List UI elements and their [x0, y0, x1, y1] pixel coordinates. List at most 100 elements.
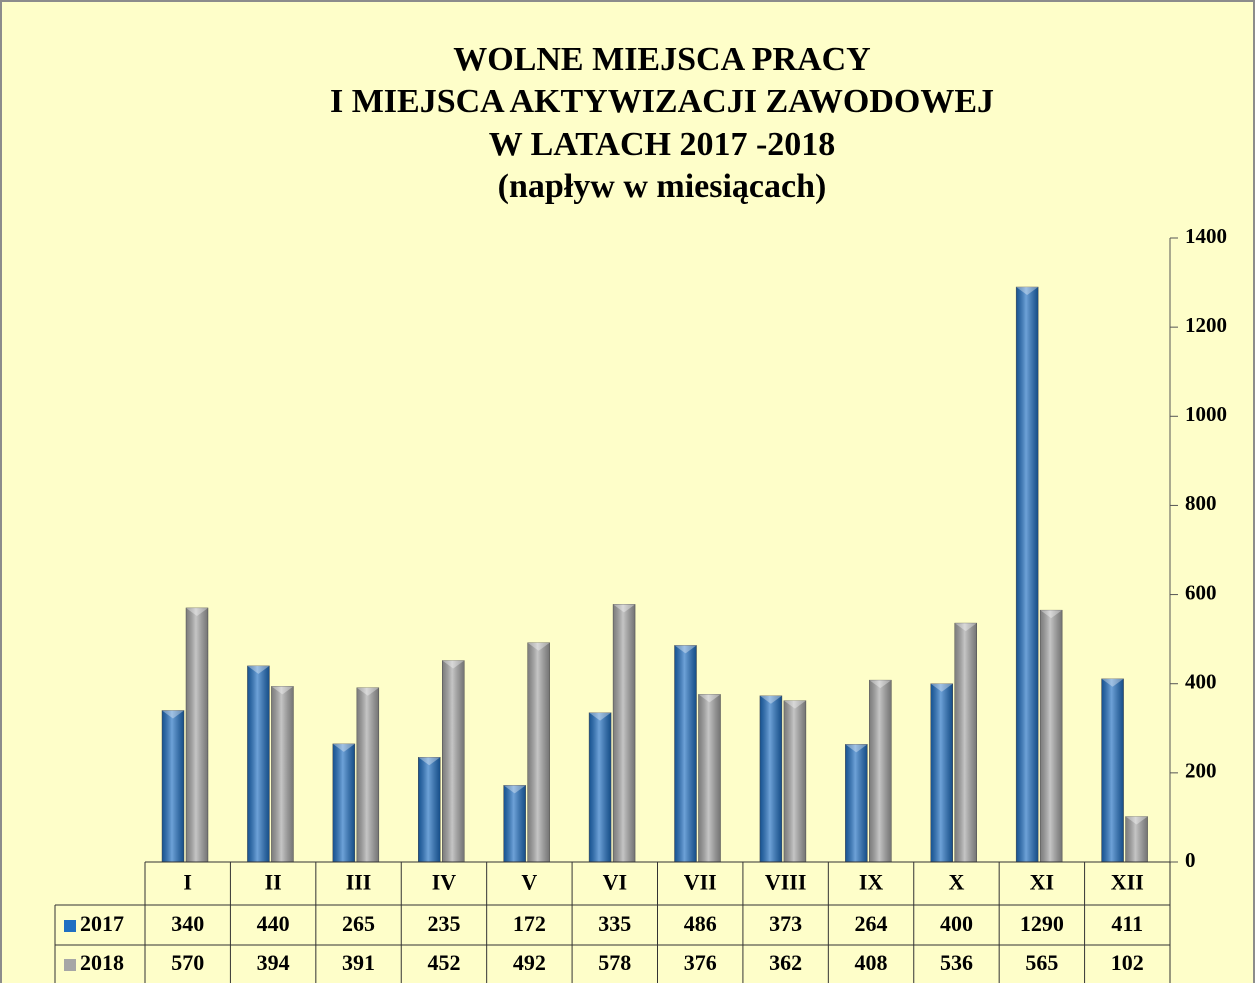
table-value: 440	[257, 911, 290, 936]
x-tick-label: V	[521, 870, 537, 895]
x-tick-label: VI	[603, 870, 627, 895]
legend-key	[64, 920, 76, 932]
bar-shine	[356, 687, 379, 862]
bar-cap	[869, 680, 892, 689]
x-tick-label: XII	[1111, 870, 1144, 895]
table-value: 400	[940, 911, 973, 936]
x-tick-label: III	[346, 870, 372, 895]
bar-shine	[418, 757, 441, 862]
y-tick-label: 400	[1185, 670, 1217, 694]
table-value: 492	[513, 950, 546, 975]
bar-cap	[332, 743, 355, 752]
bar-shine	[162, 710, 184, 862]
bar-cap	[418, 757, 441, 766]
table-value: 235	[427, 911, 460, 936]
x-tick-label: IX	[859, 870, 884, 895]
bar-shine	[442, 660, 465, 862]
y-tick-label: 1000	[1185, 402, 1227, 426]
bar-cap	[674, 645, 697, 654]
bar-cap	[162, 710, 184, 719]
bar-cap	[271, 686, 294, 695]
x-tick-label: VII	[684, 870, 717, 895]
bar-cap	[186, 607, 208, 616]
table-value: 565	[1025, 950, 1058, 975]
chart-title: W LATACH 2017 -2018	[489, 126, 836, 163]
bar-shine	[783, 700, 806, 862]
table-value: 411	[1111, 911, 1143, 936]
bar-cap	[783, 700, 806, 709]
table-value: 408	[855, 950, 888, 975]
legend-label: 2018	[80, 950, 124, 975]
bar-shine	[759, 695, 782, 862]
y-tick-label: 600	[1185, 580, 1217, 604]
table-value: 536	[940, 950, 973, 975]
bar-cap	[1040, 610, 1063, 619]
y-tick-label: 800	[1185, 491, 1217, 515]
bar-shine	[1040, 610, 1063, 862]
y-tick-label: 1200	[1185, 313, 1227, 337]
bar-cap	[247, 665, 270, 674]
x-tick-label: VIII	[765, 870, 807, 895]
bar-shine	[247, 665, 270, 862]
table-value: 578	[598, 950, 631, 975]
table-value: 265	[342, 911, 375, 936]
bar-shine	[332, 743, 355, 862]
bar-shine	[1125, 816, 1148, 862]
bar-shine	[589, 712, 612, 862]
table-value: 452	[427, 950, 460, 975]
bar-cap	[930, 683, 953, 692]
bar-shine	[930, 683, 953, 862]
table-value: 1290	[1020, 911, 1064, 936]
chart-subtitle: (napływ w miesiącach)	[498, 168, 827, 205]
bar-shine	[954, 623, 977, 862]
table-value: 340	[171, 911, 204, 936]
chart-title: I MIEJSCA AKTYWIZACJI ZAWODOWEJ	[330, 83, 994, 120]
x-tick-label: XI	[1030, 870, 1054, 895]
bar-shine	[1016, 287, 1039, 862]
bar-cap	[442, 660, 465, 669]
bar-cap	[1101, 678, 1124, 687]
table-value: 376	[684, 950, 717, 975]
y-tick-label: 1400	[1185, 224, 1227, 248]
bar-shine	[186, 607, 208, 862]
y-tick-label: 200	[1185, 759, 1217, 783]
bar-cap	[527, 642, 550, 651]
bar-cap	[613, 604, 636, 613]
x-tick-label: II	[265, 870, 282, 895]
table-value: 264	[855, 911, 888, 936]
table-value: 391	[342, 950, 375, 975]
table-value: 362	[769, 950, 802, 975]
table-value: 335	[598, 911, 631, 936]
y-tick-label: 0	[1185, 848, 1196, 872]
bar-shine	[1101, 678, 1124, 862]
bar-shine	[845, 744, 868, 862]
legend-label: 2017	[80, 911, 124, 936]
table-value: 570	[171, 950, 204, 975]
table-value: 486	[684, 911, 717, 936]
bar-shine	[613, 604, 636, 862]
bar-shine	[503, 785, 526, 862]
bar-shine	[674, 645, 697, 862]
x-tick-label: IV	[432, 870, 457, 895]
table-value: 394	[257, 950, 290, 975]
x-tick-label: X	[949, 870, 965, 895]
bar-cap	[1016, 287, 1039, 296]
bar-shine	[869, 680, 892, 862]
bar-cap	[954, 623, 977, 632]
bar-cap	[589, 712, 612, 721]
bar-cap	[698, 694, 721, 703]
legend-key	[64, 959, 76, 971]
bar-cap	[759, 695, 782, 704]
x-tick-label: I	[183, 870, 192, 895]
bar-cap	[845, 744, 868, 753]
table-value: 102	[1111, 950, 1144, 975]
bar-cap	[1125, 816, 1148, 825]
bar-cap	[503, 785, 526, 794]
bar-shine	[527, 642, 550, 862]
chart-title: WOLNE MIEJSCA PRACY	[453, 41, 870, 78]
bar-shine	[271, 686, 294, 862]
bar-shine	[698, 694, 721, 862]
bar-cap	[356, 687, 379, 696]
table-value: 373	[769, 911, 802, 936]
